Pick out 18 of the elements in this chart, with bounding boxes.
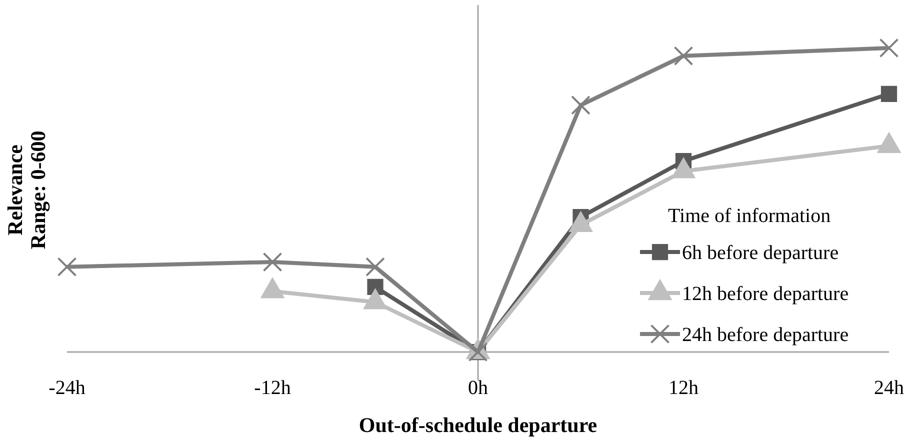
legend-label: 6h before departure bbox=[682, 242, 839, 264]
legend-title: Time of information bbox=[668, 205, 831, 227]
point bbox=[879, 38, 899, 58]
x-tick-label: -24h bbox=[48, 377, 86, 400]
x-tick-label: 24h bbox=[874, 377, 904, 400]
point bbox=[880, 86, 898, 102]
point bbox=[262, 252, 282, 272]
x-tick-label: 0h bbox=[468, 377, 488, 400]
legend-label: 12h before departure bbox=[682, 283, 849, 305]
point bbox=[674, 46, 694, 66]
y-axis-title: Relevance Range: 0-600 bbox=[3, 130, 50, 250]
point bbox=[57, 257, 77, 277]
x-tick-label: -12h bbox=[254, 377, 291, 400]
x-axis-title: Out-of-schedule departure bbox=[358, 413, 598, 437]
x-tick-label: 12h bbox=[668, 377, 698, 400]
point bbox=[571, 95, 590, 115]
point bbox=[366, 257, 385, 277]
legend-label: 24h before departure bbox=[682, 324, 849, 346]
